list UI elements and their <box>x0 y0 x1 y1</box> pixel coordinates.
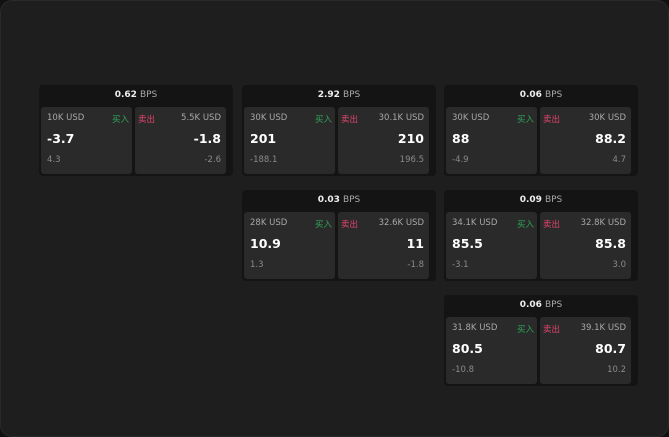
spread-value: 0.62 <box>114 90 137 100</box>
sell-button[interactable]: 32.6K USD 卖出 11 -1.8 <box>338 212 429 279</box>
buy-quantity: 34.1K USD <box>452 218 498 228</box>
quote-card: 0.62 BPS 10K USD 买入 -3.7 4.3 5.5K USD 卖出 -1.8 -2.… <box>39 85 233 176</box>
sell-price: -1.8 <box>193 131 221 146</box>
spread-unit: BPS <box>544 195 563 205</box>
quote-card: 0.06 BPS 31.8K USD 买入 80.5 -10.8 39.1K USD 卖出 80… <box>444 295 638 386</box>
sell-price: 80.7 <box>595 341 626 356</box>
buy-change: 4.3 <box>47 155 61 165</box>
buy-price: 10.9 <box>250 236 281 251</box>
spread-header: 2.92 BPS <box>242 85 436 106</box>
buy-price: 85.5 <box>452 236 483 251</box>
sell-change: 196.5 <box>399 155 424 165</box>
buy-label: 买入 <box>516 220 534 230</box>
sell-button[interactable]: 30K USD 卖出 88.2 4.7 <box>540 107 631 174</box>
spread-header: 0.03 BPS <box>242 190 436 211</box>
spread-value: 0.09 <box>519 195 542 205</box>
spread-unit: BPS <box>139 90 158 100</box>
buy-label: 买入 <box>516 325 534 335</box>
spread-value: 0.06 <box>519 300 542 310</box>
quote-card: 2.92 BPS 30K USD 买入 201 -188.1 30.1K USD 卖出 210 1… <box>242 85 436 176</box>
buy-label: 买入 <box>111 115 129 125</box>
sell-label: 卖出 <box>138 115 156 125</box>
sell-button[interactable]: 5.5K USD 卖出 -1.8 -2.6 <box>135 107 226 174</box>
sell-label: 卖出 <box>543 115 561 125</box>
sell-quantity: 30K USD <box>588 113 626 123</box>
quote-card: 0.03 BPS 28K USD 买入 10.9 1.3 32.6K USD 卖出 11 -1.8 <box>242 190 436 281</box>
quote-card: 0.06 BPS 30K USD 买入 88 -4.9 30K USD 卖出 88.2 4.7 <box>444 85 638 176</box>
buy-change: -3.1 <box>452 260 469 270</box>
sell-button[interactable]: 39.1K USD 卖出 80.7 10.2 <box>540 317 631 384</box>
spread-header: 0.09 BPS <box>444 190 638 211</box>
spread-header: 0.62 BPS <box>39 85 233 106</box>
sell-label: 卖出 <box>543 220 561 230</box>
sell-price: 210 <box>397 131 424 146</box>
buy-price: 201 <box>250 131 277 146</box>
buy-button[interactable]: 30K USD 买入 201 -188.1 <box>244 107 335 174</box>
buy-quantity: 30K USD <box>452 113 490 123</box>
sell-label: 卖出 <box>341 220 359 230</box>
spread-unit: BPS <box>342 90 361 100</box>
sell-change: -2.6 <box>204 155 221 165</box>
sell-price: 88.2 <box>595 131 626 146</box>
buy-label: 买入 <box>314 115 332 125</box>
spread-header: 0.06 BPS <box>444 295 638 316</box>
buy-change: 1.3 <box>250 260 264 270</box>
quote-card: 0.09 BPS 34.1K USD 买入 85.5 -3.1 32.8K USD 卖出 85.… <box>444 190 638 281</box>
sell-change: 3.0 <box>612 260 626 270</box>
sell-label: 卖出 <box>543 325 561 335</box>
buy-price: 88 <box>452 131 470 146</box>
buy-price: -3.7 <box>47 131 75 146</box>
sell-price: 85.8 <box>595 236 626 251</box>
buy-change: -10.8 <box>452 365 474 375</box>
spread-header: 0.06 BPS <box>444 85 638 106</box>
spread-value: 0.06 <box>519 90 542 100</box>
sell-quantity: 30.1K USD <box>378 113 424 123</box>
spread-unit: BPS <box>544 90 563 100</box>
spread-value: 0.03 <box>317 195 340 205</box>
sell-change: 10.2 <box>607 365 626 375</box>
buy-label: 买入 <box>314 220 332 230</box>
buy-quantity: 28K USD <box>250 218 288 228</box>
spread-value: 2.92 <box>317 90 340 100</box>
sell-quantity: 5.5K USD <box>181 113 221 123</box>
sell-change: -1.8 <box>407 260 424 270</box>
buy-label: 买入 <box>516 115 534 125</box>
spread-unit: BPS <box>342 195 361 205</box>
spread-unit: BPS <box>544 300 563 310</box>
sell-label: 卖出 <box>341 115 359 125</box>
buy-quantity: 30K USD <box>250 113 288 123</box>
buy-quantity: 31.8K USD <box>452 323 498 333</box>
buy-quantity: 10K USD <box>47 113 85 123</box>
sell-button[interactable]: 30.1K USD 卖出 210 196.5 <box>338 107 429 174</box>
sell-quantity: 32.8K USD <box>580 218 626 228</box>
sell-change: 4.7 <box>612 155 626 165</box>
buy-button[interactable]: 34.1K USD 买入 85.5 -3.1 <box>446 212 537 279</box>
sell-price: 11 <box>406 236 424 251</box>
buy-button[interactable]: 31.8K USD 买入 80.5 -10.8 <box>446 317 537 384</box>
buy-change: -188.1 <box>250 155 278 165</box>
buy-button[interactable]: 10K USD 买入 -3.7 4.3 <box>41 107 132 174</box>
buy-button[interactable]: 30K USD 买入 88 -4.9 <box>446 107 537 174</box>
sell-button[interactable]: 32.8K USD 卖出 85.8 3.0 <box>540 212 631 279</box>
buy-button[interactable]: 28K USD 买入 10.9 1.3 <box>244 212 335 279</box>
sell-quantity: 39.1K USD <box>580 323 626 333</box>
buy-price: 80.5 <box>452 341 483 356</box>
sell-quantity: 32.6K USD <box>378 218 424 228</box>
buy-change: -4.9 <box>452 155 469 165</box>
